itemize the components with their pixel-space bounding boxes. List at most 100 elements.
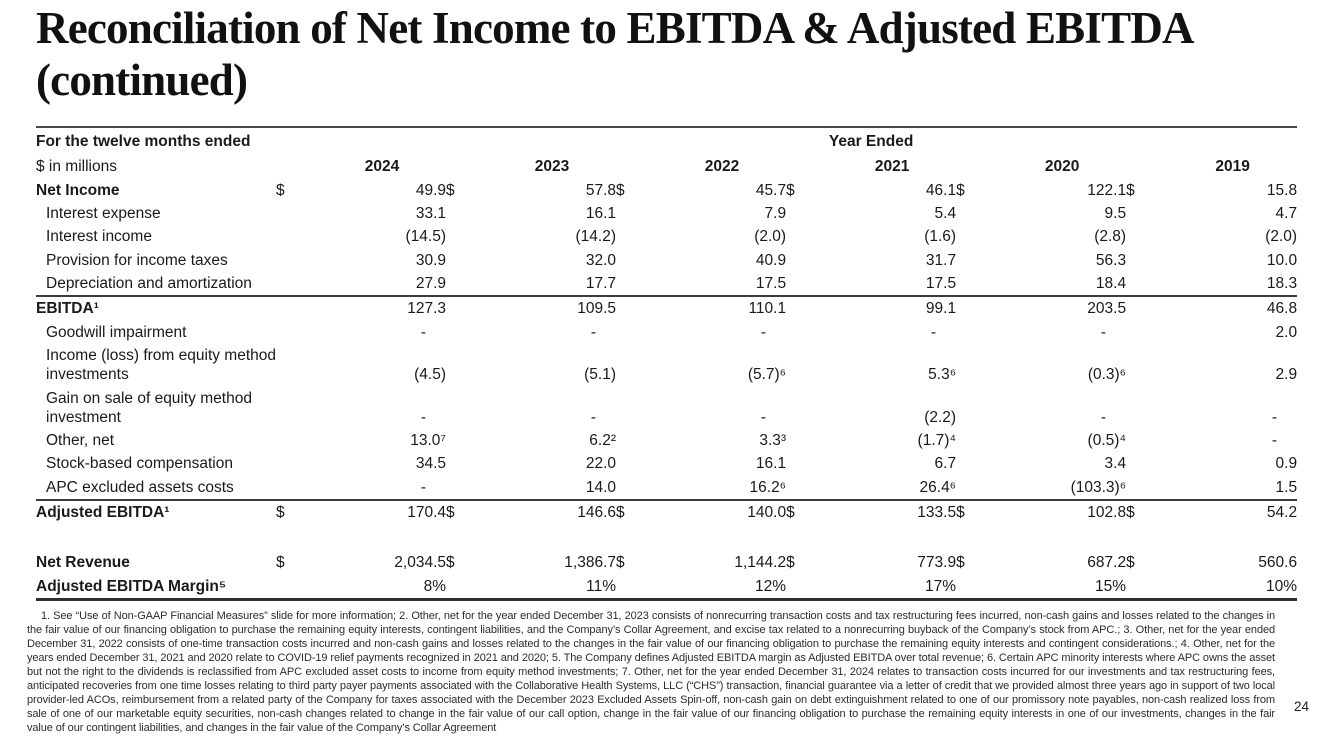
cell-value: 40.9 [755, 251, 787, 269]
cell-value: 560.6 [1258, 554, 1298, 572]
dollar-sign: $ [786, 554, 795, 572]
year-header-2022: 2022 [704, 158, 740, 176]
spacer-cell [446, 574, 474, 601]
cell-value: 22.0 [585, 455, 616, 473]
spacer-cell [276, 574, 304, 601]
cell-value: 687.2 [1087, 554, 1127, 572]
cell-value: (1.6) [924, 228, 957, 246]
cell-value: (2.8) [1094, 228, 1127, 246]
spacer-cell [276, 272, 304, 296]
cell-value: 4.7 [1275, 204, 1298, 222]
cell-value: 127.3 [304, 295, 446, 321]
spacer-cell [1126, 153, 1154, 178]
spacer-cell [446, 225, 474, 248]
reconciliation-table: For the twelve months ended Year Ended $… [36, 126, 1298, 601]
cell-value: 18.3 [1266, 275, 1298, 293]
table-row: APC excluded assets costs - 14.0 16.2⁶ 26.4⁶… [36, 476, 1297, 500]
spacer-cell [786, 321, 814, 344]
page-number: 24 [1293, 699, 1309, 714]
spacer-cell [786, 153, 814, 178]
spacer-cell [786, 452, 814, 475]
table-row: Depreciation and amortization 27.9 17.7 17.… [36, 272, 1297, 296]
spacer-cell [1126, 476, 1154, 500]
cell-value: 1.5 [1275, 478, 1298, 496]
spacer-cell [786, 225, 814, 248]
cell-value: 17.5 [755, 275, 787, 293]
spacer-cell [276, 344, 304, 386]
spacer-cell [1126, 249, 1154, 272]
cell-value: 1,144.2 [734, 554, 787, 572]
dollar-sign: $ [1126, 181, 1135, 199]
cell-value: 30.9 [415, 251, 446, 269]
cell-value: 5.4 [934, 204, 957, 222]
spacer-cell [956, 202, 984, 225]
table-row: Interest expense 33.1 16.1 7.9 5.4 9.5 4.7 [36, 202, 1297, 225]
cell-value: (5.7)⁶ [747, 366, 787, 384]
cell-value: (0.5)⁴ [1087, 431, 1127, 449]
table-row: Adjusted EBITDA Margin⁵ 8% 11% 12% 17% 15% 10% [36, 574, 1298, 601]
spacer-cell [616, 344, 644, 386]
row-label: Stock-based compensation [46, 455, 233, 473]
cell-value: 46.8 [1154, 295, 1298, 321]
cell-value: 3.3³ [759, 431, 787, 449]
units-label: $ in millions [36, 158, 117, 176]
cell-value: 2,034.5 [394, 554, 446, 572]
row-label: APC excluded assets costs [46, 478, 234, 496]
spacer-cell [786, 476, 814, 500]
cell-value: - [760, 323, 767, 341]
spacer-cell [1126, 386, 1154, 428]
cell-value: 16.2⁶ [749, 478, 787, 496]
cell-value: 14.0 [585, 478, 616, 496]
spacer-cell [276, 153, 304, 178]
cell-value: 2.0 [1275, 323, 1298, 341]
spacer-cell [786, 249, 814, 272]
cell-value: - [420, 408, 426, 426]
cell-value: (14.2) [575, 228, 617, 246]
spacer-cell [1126, 452, 1154, 475]
cell-value: 170.4 [304, 498, 446, 525]
spacer-cell [446, 452, 474, 475]
cell-value: (0.3)⁶ [1087, 366, 1127, 384]
cell-value: (5.1) [584, 366, 616, 384]
spacer-cell [1126, 344, 1154, 386]
row-label: Income (loss) from equity method investm… [46, 347, 277, 384]
spacer-cell [1126, 321, 1154, 344]
period-label: For the twelve months ended [36, 133, 251, 150]
cell-value: 27.9 [415, 275, 446, 293]
spacer-cell [446, 386, 474, 428]
cell-value: 17.7 [585, 275, 616, 293]
cell-value: 5.3⁶ [928, 366, 957, 384]
page-title: Reconciliation of Net Income to EBITDA &… [36, 3, 1192, 105]
spacer-cell [956, 153, 984, 178]
spacer-cell [786, 295, 815, 321]
spacer-cell [616, 225, 644, 248]
spacer-cell [1126, 272, 1154, 296]
spacer-cell [616, 153, 644, 178]
footnotes: 1. See “Use of Non-GAAP Financial Measur… [27, 610, 1275, 734]
cell-value: - [1271, 431, 1278, 449]
spacer-cell [276, 249, 304, 272]
spacer-cell [616, 272, 644, 296]
dollar-sign: $ [446, 498, 474, 525]
spacer-cell [276, 476, 304, 500]
cell-value: 110.1 [644, 295, 787, 321]
table-row: Net Income $49.9 $57.8 $45.7 $46.1 $122.1 $15.… [36, 178, 1297, 201]
spacer-cell [36, 524, 1297, 551]
dollar-sign: $ [1126, 554, 1135, 572]
dollar-sign: $ [616, 554, 625, 572]
cell-value: 1,386.7 [564, 554, 616, 572]
spacer-cell [956, 429, 984, 452]
spacer-cell [786, 574, 815, 601]
year-header-2024: 2024 [364, 158, 400, 176]
spacer-cell [956, 344, 984, 386]
cell-value: 203.5 [984, 295, 1127, 321]
spacer-cell [616, 202, 644, 225]
year-header-2020: 2020 [1044, 158, 1080, 176]
cell-value: 3.4 [1104, 455, 1127, 473]
cell-value: 15% [984, 574, 1127, 601]
cell-value: (14.5) [405, 228, 447, 246]
table-row: Net Revenue $2,034.5 $1,386.7 $1,144.2 $773.… [36, 551, 1297, 574]
table-row: EBITDA¹ 127.3 109.5 110.1 99.1 203.5 46.8 [36, 295, 1298, 321]
spacer-cell [446, 344, 474, 386]
cell-value: 11% [474, 574, 616, 601]
